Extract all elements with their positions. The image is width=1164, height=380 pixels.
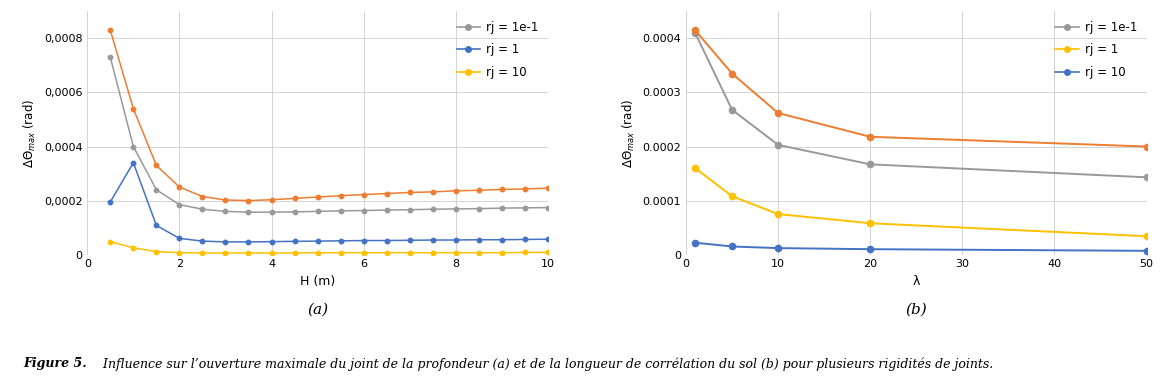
Legend: rj = 1e-1, rj = 1, rj = 10: rj = 1e-1, rj = 1, rj = 10 (453, 17, 542, 82)
Legend: rj = 1e-1, rj = 1, rj = 10: rj = 1e-1, rj = 1, rj = 10 (1051, 17, 1141, 82)
Y-axis label: $\Delta\Theta_{max}$ (rad): $\Delta\Theta_{max}$ (rad) (22, 98, 38, 168)
Y-axis label: $\Delta\Theta_{max}$ (rad): $\Delta\Theta_{max}$ (rad) (620, 98, 637, 168)
Text: (a): (a) (307, 303, 328, 317)
X-axis label: λ: λ (913, 275, 920, 288)
Text: Influence sur l’ouverture maximale du joint de la profondeur (a) et de la longue: Influence sur l’ouverture maximale du jo… (99, 357, 993, 371)
Text: Figure 5.: Figure 5. (23, 357, 87, 370)
X-axis label: H (m): H (m) (300, 275, 335, 288)
Text: (b): (b) (906, 303, 928, 317)
